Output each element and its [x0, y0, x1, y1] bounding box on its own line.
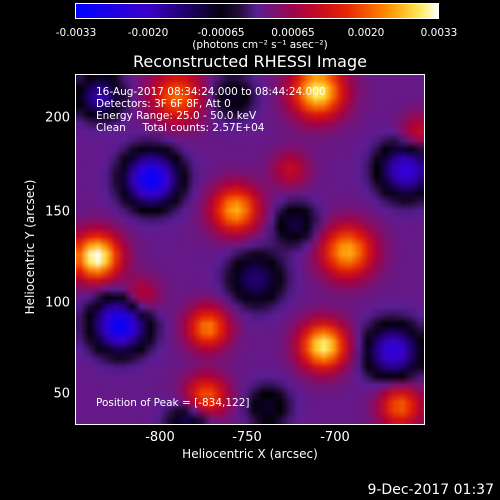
image-plot: 16-Aug-2017 08:34:24.000 to 08:44:24.000…	[75, 74, 425, 425]
y-axis-label: Heliocentric Y (arcsec)	[23, 179, 37, 315]
colorbar-tick: -0.00065	[197, 27, 245, 39]
colorbar-tick: 0.00065	[271, 27, 315, 39]
colorbar-tick: -0.0020	[127, 27, 169, 39]
x-tick-label: -700	[320, 430, 350, 445]
colorbar-tick: 0.0020	[347, 27, 385, 39]
y-tick-label: 150	[45, 204, 70, 220]
peak-position-label: Position of Peak = [-834,122]	[96, 397, 250, 409]
time-range-label: 16-Aug-2017 08:34:24.000 to 08:44:24.000	[96, 86, 326, 98]
footer-timestamp: 9-Dec-2017 01:37	[367, 482, 494, 498]
x-axis-label: Heliocentric X (arcsec)	[182, 447, 318, 461]
image-title: Reconstructed RHESSI Image	[133, 52, 367, 71]
y-tick-label: 50	[53, 386, 70, 402]
colorbar	[75, 3, 439, 19]
heatmap	[76, 75, 424, 424]
energy-range-label: Energy Range: 25.0 - 50.0 keV	[96, 110, 257, 122]
detectors-label: Detectors: 3F 6F 8F, Att 0	[96, 98, 231, 110]
clean-counts-label: Clean Total counts: 2.57E+04	[96, 122, 265, 134]
colorbar-units: (photons cm⁻² s⁻¹ asec⁻²)	[192, 39, 328, 51]
x-tick-label: -750	[232, 430, 262, 445]
y-tick-label: 100	[45, 295, 70, 311]
x-tick-label: -800	[145, 430, 175, 445]
colorbar-tick: -0.0033	[55, 27, 97, 39]
y-tick-label: 200	[45, 110, 70, 126]
colorbar-tick: 0.0033	[420, 27, 458, 39]
